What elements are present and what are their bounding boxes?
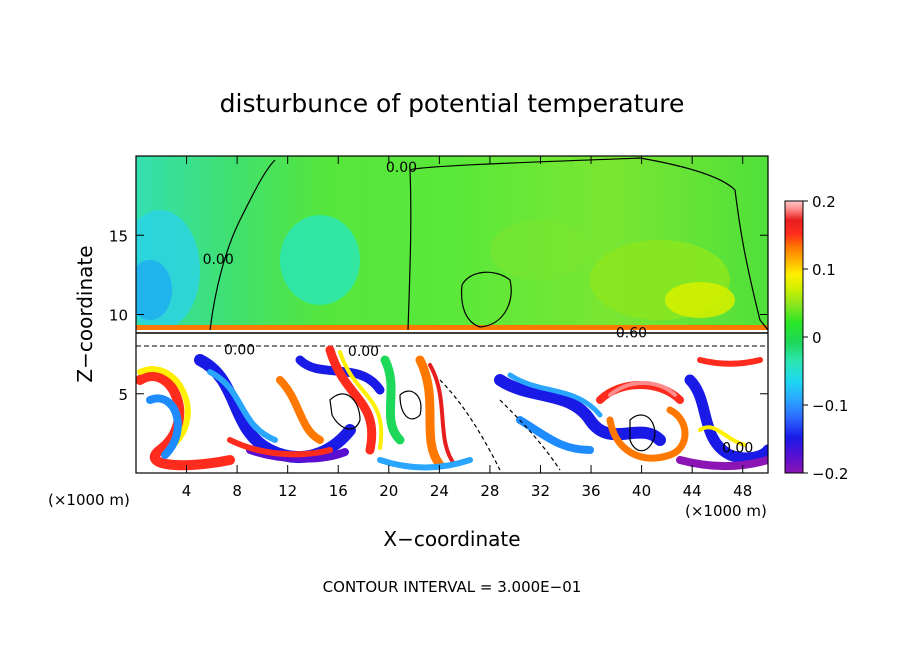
x-tick-label: 4 xyxy=(182,482,192,500)
warm-region-center xyxy=(490,220,590,280)
colorbar-tick-label: 0 xyxy=(812,329,822,347)
contour-lines xyxy=(209,157,768,471)
colorbar-tick-label: 0.2 xyxy=(812,193,836,211)
colorbar-tick-label: −0.1 xyxy=(812,397,848,415)
x-axis-label: X−coordinate xyxy=(383,527,520,551)
cool-region-left-core xyxy=(136,260,172,320)
y-axis-ticks: 5 10 15 xyxy=(109,227,768,404)
inversion-band xyxy=(136,325,768,330)
colorbar-ticks: 0.2 0.1 0 −0.1 −0.2 xyxy=(803,193,848,483)
contour-label: 0.00 xyxy=(203,252,234,268)
colorbar-tick-label: −0.2 xyxy=(812,465,848,483)
x-tick-label: 16 xyxy=(329,482,348,500)
contour-label: 0.00 xyxy=(722,441,753,457)
x-tick-label: 40 xyxy=(632,482,651,500)
x-tick-label: 20 xyxy=(379,482,398,500)
x-unit-right: (×1000 m) xyxy=(685,502,767,520)
y-tick-label: 15 xyxy=(109,227,128,245)
y-tick-label: 5 xyxy=(118,386,128,404)
x-tick-label: 32 xyxy=(531,482,550,500)
warm-region-right-core xyxy=(665,282,735,318)
inversion-gap xyxy=(136,330,768,348)
contour-interval-note: CONTOUR INTERVAL = 3.000E−01 xyxy=(323,578,582,596)
y-axis-label: Z−coordinate xyxy=(73,245,97,382)
x-tick-label: 8 xyxy=(232,482,242,500)
x-tick-label: 48 xyxy=(733,482,752,500)
contour-label: 0.00 xyxy=(348,344,379,360)
y-tick-label: 10 xyxy=(109,307,128,325)
x-tick-label: 24 xyxy=(430,482,449,500)
x-tick-label: 28 xyxy=(480,482,499,500)
lower-turbulence xyxy=(136,345,768,471)
colorbar-tick-label: 0.1 xyxy=(812,261,836,279)
contour-label: 0.00 xyxy=(224,342,255,358)
contour-label: 0.00 xyxy=(386,160,417,176)
chart-title: disturbunce of potential temperature xyxy=(220,89,685,118)
x-unit-left: (×1000 m) xyxy=(48,491,130,509)
x-tick-label: 36 xyxy=(581,482,600,500)
plot-area xyxy=(136,156,768,473)
colorbar xyxy=(784,200,804,474)
x-tick-label: 12 xyxy=(278,482,297,500)
x-axis-ticks: 4 8 12 16 20 24 28 32 36 40 44 48 xyxy=(182,156,752,500)
x-tick-label: 44 xyxy=(683,482,702,500)
contour-labels: 0.00 0.00 0.60 0.00 0.00 0.00 xyxy=(203,160,754,457)
cool-region-mid xyxy=(280,215,360,305)
contour-label: 0.60 xyxy=(616,326,647,342)
